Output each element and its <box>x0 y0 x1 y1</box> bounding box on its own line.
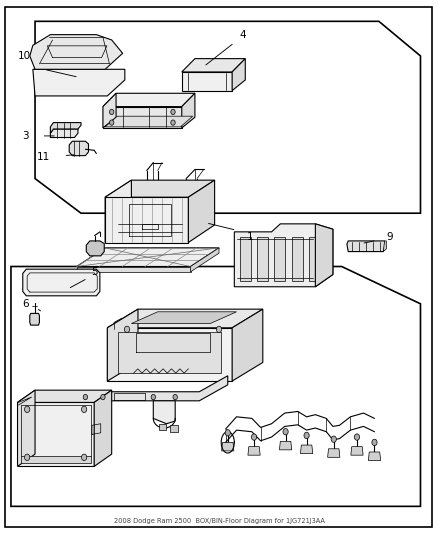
Polygon shape <box>18 402 94 466</box>
Circle shape <box>81 454 87 461</box>
Polygon shape <box>234 224 333 287</box>
Text: 9: 9 <box>386 232 393 242</box>
Polygon shape <box>222 442 234 451</box>
Polygon shape <box>315 224 333 287</box>
Text: 10: 10 <box>18 51 31 61</box>
Polygon shape <box>240 237 251 281</box>
Circle shape <box>151 394 155 400</box>
Circle shape <box>25 406 30 413</box>
Polygon shape <box>21 456 91 463</box>
Polygon shape <box>153 401 175 424</box>
Polygon shape <box>50 123 81 133</box>
Circle shape <box>171 109 175 115</box>
Polygon shape <box>170 425 178 432</box>
Circle shape <box>225 430 230 436</box>
Text: 6: 6 <box>22 299 29 309</box>
Polygon shape <box>105 116 193 127</box>
Circle shape <box>251 434 257 440</box>
Polygon shape <box>103 107 182 128</box>
Circle shape <box>216 326 222 333</box>
Polygon shape <box>77 266 191 272</box>
Circle shape <box>372 439 377 446</box>
Polygon shape <box>107 309 138 381</box>
Polygon shape <box>279 441 292 450</box>
Text: 2008 Dodge Ram 2500  BOX/BIN-Floor Diagram for 1JG721J3AA: 2008 Dodge Ram 2500 BOX/BIN-Floor Diagra… <box>113 518 325 524</box>
Polygon shape <box>97 425 105 432</box>
Text: 1: 1 <box>246 232 253 242</box>
Polygon shape <box>105 197 188 243</box>
Polygon shape <box>274 237 286 281</box>
Polygon shape <box>118 332 221 373</box>
Circle shape <box>331 436 336 442</box>
Polygon shape <box>94 390 112 466</box>
Polygon shape <box>232 309 263 381</box>
Polygon shape <box>182 93 195 128</box>
Polygon shape <box>292 237 303 281</box>
Polygon shape <box>188 180 215 243</box>
Polygon shape <box>33 69 125 96</box>
Circle shape <box>283 429 288 435</box>
Polygon shape <box>30 313 39 325</box>
Circle shape <box>110 120 114 125</box>
Polygon shape <box>69 141 88 156</box>
Polygon shape <box>347 241 385 252</box>
Text: 5: 5 <box>91 267 98 277</box>
Polygon shape <box>103 93 116 128</box>
Polygon shape <box>368 452 381 461</box>
Polygon shape <box>105 180 131 243</box>
Polygon shape <box>309 237 320 281</box>
Polygon shape <box>77 248 219 266</box>
Polygon shape <box>191 248 219 272</box>
Polygon shape <box>232 59 245 91</box>
Polygon shape <box>328 449 340 457</box>
Circle shape <box>173 394 177 400</box>
Polygon shape <box>182 72 232 91</box>
Polygon shape <box>131 312 237 324</box>
Text: 11: 11 <box>37 152 50 162</box>
Polygon shape <box>77 376 228 401</box>
Polygon shape <box>86 241 104 256</box>
Polygon shape <box>257 237 268 281</box>
Circle shape <box>354 434 360 440</box>
Polygon shape <box>351 447 363 455</box>
Polygon shape <box>81 401 103 424</box>
Polygon shape <box>383 241 386 252</box>
Polygon shape <box>182 59 245 72</box>
Polygon shape <box>300 445 313 454</box>
Polygon shape <box>103 93 195 107</box>
Polygon shape <box>107 328 232 381</box>
Circle shape <box>124 326 130 333</box>
Polygon shape <box>30 35 123 69</box>
Circle shape <box>110 109 114 115</box>
Polygon shape <box>35 21 420 213</box>
Polygon shape <box>18 390 112 402</box>
Circle shape <box>83 394 88 400</box>
Polygon shape <box>107 309 263 328</box>
Polygon shape <box>159 424 166 430</box>
Polygon shape <box>105 180 215 197</box>
Polygon shape <box>50 129 78 138</box>
Polygon shape <box>87 424 95 430</box>
Polygon shape <box>11 266 420 506</box>
Circle shape <box>81 406 87 413</box>
Text: 3: 3 <box>22 131 29 141</box>
Text: 4: 4 <box>240 30 247 39</box>
Polygon shape <box>23 269 100 296</box>
Circle shape <box>101 394 105 400</box>
Polygon shape <box>18 390 35 466</box>
Circle shape <box>25 454 30 461</box>
Polygon shape <box>248 447 260 455</box>
Circle shape <box>304 432 309 439</box>
Circle shape <box>171 120 175 125</box>
